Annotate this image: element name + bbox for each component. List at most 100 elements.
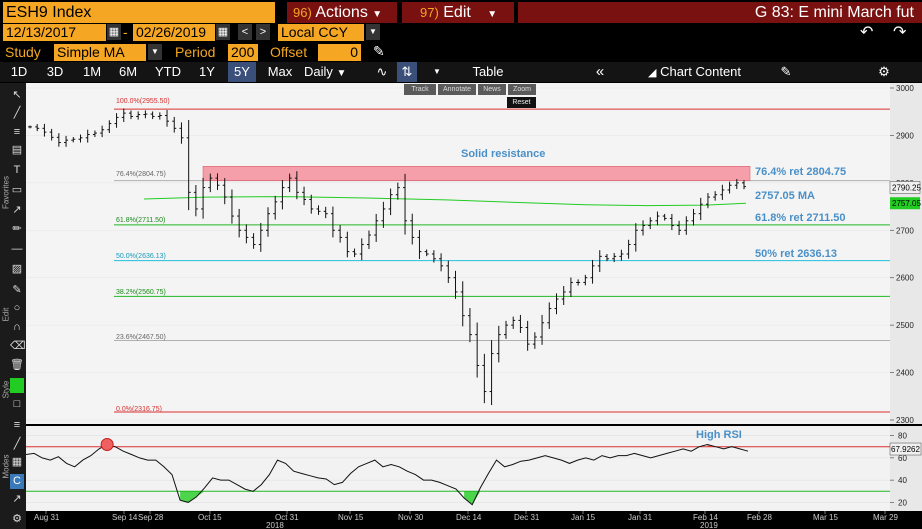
edit-label: Edit [443,4,471,21]
edit-chart-icon[interactable]: ✎ [780,64,792,79]
mode-icon[interactable]: ╱ [13,438,21,450]
y-axis-panel [890,83,922,424]
period-1y[interactable]: 1Y [199,64,215,79]
thickness-icon[interactable]: ≡ [13,419,21,431]
hline-icon[interactable]: — [11,243,23,255]
pattern-icon[interactable]: ▨ [11,263,23,275]
price-bar [244,224,249,244]
gear-icon[interactable]: ⚙ [878,64,890,79]
style-swatch-icon[interactable]: □ [13,398,21,410]
chevron-down-icon[interactable]: ▼ [433,67,441,76]
period-3d[interactable]: 3D [46,64,64,79]
pencil-icon[interactable]: ✎ [373,43,385,59]
price-chart[interactable]: 30002900280027002600250024002300 2790.25… [26,83,922,424]
zoom-button[interactable]: Zoom [508,84,536,95]
arrow-icon[interactable]: ↗ [12,204,22,216]
redo-icon[interactable]: ↷ [893,24,907,41]
reset-button[interactable]: Reset [507,97,536,108]
price-bar [417,230,422,259]
pen-icon[interactable]: ✎ [12,284,22,296]
price-bar [143,110,148,119]
offset-input[interactable]: 0 [318,44,361,61]
price-bar [172,116,177,133]
price-bar [475,322,480,378]
fib-icon[interactable]: ≡ [13,126,21,138]
price-bar [42,123,47,137]
cursor-icon[interactable]: ↖ [12,89,22,101]
trash-icon[interactable]: 🗑 [10,359,24,371]
study-select[interactable]: Simple MA [54,44,146,61]
price-bar [215,173,220,190]
ticker-field[interactable]: ESH9 Index [3,2,275,23]
magnet-icon[interactable]: ∩ [13,321,21,333]
chevron-left-icon[interactable]: < [238,24,252,40]
text-icon[interactable]: T [13,164,21,176]
price-bar [410,213,415,245]
color-swatch-icon[interactable]: ■ [10,378,24,393]
last-price-tag: 2790.25 [889,181,921,194]
price-bar [302,186,307,206]
calendar-icon[interactable]: ▦ [216,24,230,40]
price-bar [561,286,566,305]
price-bar [641,220,646,236]
double-chevron-left-icon[interactable]: « [595,63,605,80]
period-input[interactable]: 200 [228,44,258,61]
trend-line-icon[interactable]: ╱ [13,107,21,119]
period-6m[interactable]: 6M [118,64,138,79]
chart-content-button[interactable]: ◢ Chart Content [632,62,757,82]
chevron-down-icon[interactable]: ▼ [148,44,162,60]
chevron-down-icon[interactable]: ▼ [366,24,380,40]
chevron-right-icon[interactable]: > [256,24,270,40]
rsi-chart[interactable]: 80 60 40 20 67.9262 [26,426,922,511]
chevron-down-icon: ▼ [487,9,498,20]
price-bar [604,254,609,262]
rect-icon[interactable]: ▭ [11,184,23,196]
line-chart-icon[interactable]: ∿ [376,64,388,79]
period-label: Period [175,44,216,60]
export-icon[interactable]: ↗ [12,493,22,505]
circle-icon[interactable]: ○ [13,302,21,314]
price-bar [626,239,631,259]
price-bar [316,205,321,215]
currency-select[interactable]: Local CCY [278,24,364,41]
period-1m[interactable]: 1M [82,64,102,79]
svg-text:2757.05: 2757.05 [892,199,921,208]
price-bar [229,189,234,224]
annotate-button[interactable]: Annotate [438,84,476,95]
calendar-icon[interactable]: ▦ [107,24,121,40]
table-button[interactable]: Table [472,64,504,79]
track-button[interactable]: Track [404,84,436,95]
period-max[interactable]: Max [267,64,293,79]
annotation-50-ret: 50% ret 2636.13 [755,248,837,260]
price-bar [208,173,213,193]
x-tick-label: Dec 31 [514,513,540,522]
gear-icon[interactable]: ⚙ [12,513,22,525]
chevron-down-icon: ▼ [336,68,347,79]
undo-icon[interactable]: ↶ [860,24,874,41]
svg-text:67.9262: 67.9262 [891,445,920,454]
bar-chart-icon[interactable]: ⇅ [397,62,417,82]
left-sidebar [0,83,26,529]
period-ytd[interactable]: YTD [155,64,181,79]
frequency-select[interactable]: Daily ▼ [304,62,366,82]
actions-menu[interactable]: 96) Actions ▼ [287,2,397,23]
start-date-field[interactable]: 12/13/2017 [3,24,106,41]
sidebar-label-favorites: Favorites [1,176,11,209]
y-tick-label: 2900 [896,131,914,140]
period-1d[interactable]: 1D [10,64,28,79]
eraser-icon[interactable]: ⌫ [10,340,26,352]
price-bar [352,248,357,258]
end-date-field[interactable]: 02/26/2019 [133,24,215,41]
price-bar [597,250,602,273]
period-5y[interactable]: 5Y [228,62,256,82]
channel-icon[interactable]: ▤ [11,144,23,156]
news-button[interactable]: News [478,84,506,95]
price-bar [511,316,516,329]
rsi-high-marker [100,437,114,451]
rsi-tick-label: 40 [898,476,907,485]
overlay-icon[interactable]: ▦ [11,456,23,468]
edit-menu[interactable]: 97) Edit ▼ [402,2,514,23]
brush-icon[interactable]: ✏ [12,223,22,235]
c-icon[interactable]: C [10,474,24,489]
price-bar [742,180,746,190]
